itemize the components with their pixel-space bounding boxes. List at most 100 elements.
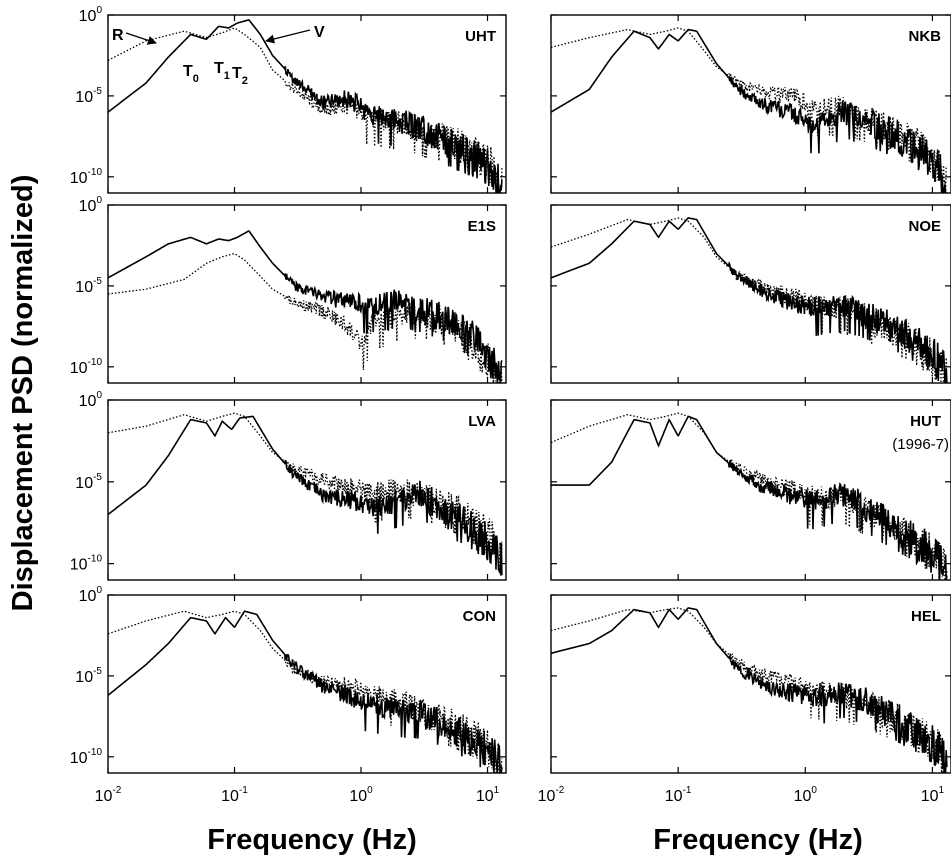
panel-e1s-frame bbox=[107, 204, 507, 384]
panel-uht-ytick-label-1: 10-5 bbox=[75, 86, 102, 106]
panel-noe: NOE bbox=[550, 204, 951, 384]
annotation-t2-main: T bbox=[232, 65, 242, 82]
panel-con-frame bbox=[107, 594, 507, 774]
panel-lva-ytick-label-0: 100 bbox=[79, 390, 103, 410]
panel-hel-xtick-label-0: 10-2 bbox=[538, 785, 565, 805]
panel-hut-series-v bbox=[551, 415, 948, 580]
annotation-r-arrow bbox=[125, 32, 157, 45]
panel-lva-series bbox=[108, 412, 503, 576]
panel-e1s-ytick-label-0-exp: 0 bbox=[96, 195, 102, 206]
panel-hel-xtick-label-2-base: 10 bbox=[794, 788, 812, 805]
panel-hut-station-label: HUT bbox=[910, 413, 941, 430]
annotation-t1-sub: 1 bbox=[224, 70, 230, 82]
panel-hel-series-v bbox=[551, 607, 948, 773]
panel-hel-xtick-label-3-exp: 1 bbox=[939, 785, 945, 796]
panel-hut: HUT (1996-7) bbox=[550, 399, 951, 581]
panel-con-xtick-label-0-base: 10 bbox=[95, 788, 113, 805]
panel-lva-ytick-label-1: 10-5 bbox=[75, 472, 102, 492]
panel-con-ytick-label-2-base: 10 bbox=[70, 750, 88, 767]
panel-con-xtick-label-1-base: 10 bbox=[221, 788, 239, 805]
y-axis-label: Displacement PSD (normalized) bbox=[7, 175, 39, 612]
panel-e1s-series-v bbox=[108, 230, 503, 383]
panel-e1s-ytick-label-1-exp: -5 bbox=[93, 276, 102, 287]
panel-hel-station-label: HEL bbox=[911, 608, 941, 625]
panel-nkb: NKB bbox=[550, 14, 951, 194]
panel-uht-ytick-label-2: 10-10 bbox=[70, 167, 103, 187]
panel-lva-series-r bbox=[108, 412, 503, 576]
panel-con-series-r bbox=[108, 610, 503, 773]
panel-hel-series bbox=[551, 607, 948, 773]
panel-e1s-ytick-label-2-exp: -10 bbox=[88, 357, 103, 368]
panel-uht-ytick-label-0: 100 bbox=[79, 5, 103, 25]
panel-lva-ytick-label-0-base: 10 bbox=[79, 393, 97, 410]
panel-e1s-ytick-label-2: 10-10 bbox=[70, 357, 103, 377]
panel-e1s-ytick-label-2-base: 10 bbox=[70, 360, 88, 377]
x-axis-label-right: Frequency (Hz) bbox=[653, 824, 862, 856]
panel-con-ytick-label-0-exp: 0 bbox=[96, 585, 102, 596]
panel-uht-ytick-label-2-exp: -10 bbox=[88, 167, 103, 178]
panel-con-ytick-label-2-exp: -10 bbox=[88, 747, 103, 758]
panel-con-xtick-label-2-exp: 0 bbox=[367, 785, 373, 796]
annotation-v-arrow bbox=[265, 29, 311, 44]
panel-uht-ytick-label-1-base: 10 bbox=[75, 89, 93, 106]
panel-con-xtick-label-1-exp: -1 bbox=[239, 785, 248, 796]
panel-e1s-ytick-label-1-base: 10 bbox=[75, 279, 93, 296]
panel-nkb-frame bbox=[550, 14, 951, 194]
panel-hel-xtick-label-3: 101 bbox=[921, 785, 945, 805]
panel-lva-ytick-label-1-exp: -5 bbox=[93, 472, 102, 483]
panel-uht-series bbox=[108, 19, 503, 193]
panel-lva-series-v bbox=[108, 415, 503, 576]
panel-hel-xtick-label-2-exp: 0 bbox=[811, 785, 817, 796]
panel-noe-series bbox=[551, 217, 948, 383]
panel-con-xtick-label-1: 10-1 bbox=[221, 785, 248, 805]
panel-lva-frame bbox=[107, 399, 507, 581]
panel-con-xtick-label-3-exp: 1 bbox=[494, 785, 500, 796]
annotation-t1: T1 bbox=[214, 60, 230, 82]
panel-con-xtick-label-2: 100 bbox=[349, 785, 373, 805]
panel-con-ytick-label-1-exp: -5 bbox=[93, 666, 102, 677]
panel-uht-station-label: UHT bbox=[465, 28, 496, 45]
panel-con-ytick-label-0: 100 bbox=[79, 585, 103, 605]
panel-con-series-v bbox=[108, 610, 503, 773]
panel-hel-xtick-label-3-base: 10 bbox=[921, 788, 939, 805]
panel-nkb-station-label: NKB bbox=[909, 28, 942, 45]
panel-con-station-label: CON bbox=[463, 608, 496, 625]
annotation-t0-sub: 0 bbox=[193, 73, 199, 85]
panel-hut-station-note: (1996-7) bbox=[892, 436, 949, 453]
panel-noe-station-label: NOE bbox=[908, 218, 941, 235]
panel-con-ytick-label-2: 10-10 bbox=[70, 747, 103, 767]
panel-con-xtick-label-0: 10-2 bbox=[95, 785, 122, 805]
panel-con-ytick-label-1-base: 10 bbox=[75, 669, 93, 686]
panel-nkb-series-v bbox=[551, 28, 947, 193]
panel-lva-ytick-label-2: 10-10 bbox=[70, 554, 103, 574]
panel-uht-ytick-label-0-exp: 0 bbox=[96, 5, 102, 16]
panel-con-xtick-label-3: 101 bbox=[476, 785, 500, 805]
panel-con-ytick-label-0-base: 10 bbox=[79, 588, 97, 605]
panels-layer: 10010-510-10UHT10010-510-10E1S10010-510-… bbox=[70, 5, 951, 805]
panel-con-ytick-label-1: 10-5 bbox=[75, 666, 102, 686]
panel-con-xtick-label-3-base: 10 bbox=[476, 788, 494, 805]
panel-nkb-series-r bbox=[551, 27, 948, 193]
panel-con-xtick-label-2-base: 10 bbox=[349, 788, 367, 805]
panel-hel-xtick-label-1-base: 10 bbox=[665, 788, 683, 805]
annotation-t2: T2 bbox=[232, 65, 248, 87]
x-axis-label-left: Frequency (Hz) bbox=[207, 824, 416, 856]
panel-lva-ytick-label-2-exp: -10 bbox=[88, 554, 103, 565]
panel-uht-ytick-label-2-base: 10 bbox=[70, 170, 88, 187]
panel-hut-series-r bbox=[551, 412, 948, 580]
panel-e1s-series bbox=[108, 230, 503, 383]
panel-uht-series-v bbox=[108, 19, 503, 193]
panel-e1s-ytick-label-0: 100 bbox=[79, 195, 103, 215]
panel-hut-frame bbox=[550, 399, 951, 581]
panel-noe-frame bbox=[550, 204, 951, 384]
panel-uht-series-r bbox=[108, 27, 503, 193]
panel-uht-ytick-label-1-exp: -5 bbox=[93, 86, 102, 97]
panel-noe-series-v bbox=[551, 217, 948, 383]
panel-hel-frame bbox=[550, 594, 951, 774]
annotation-t1-main: T bbox=[214, 60, 224, 77]
